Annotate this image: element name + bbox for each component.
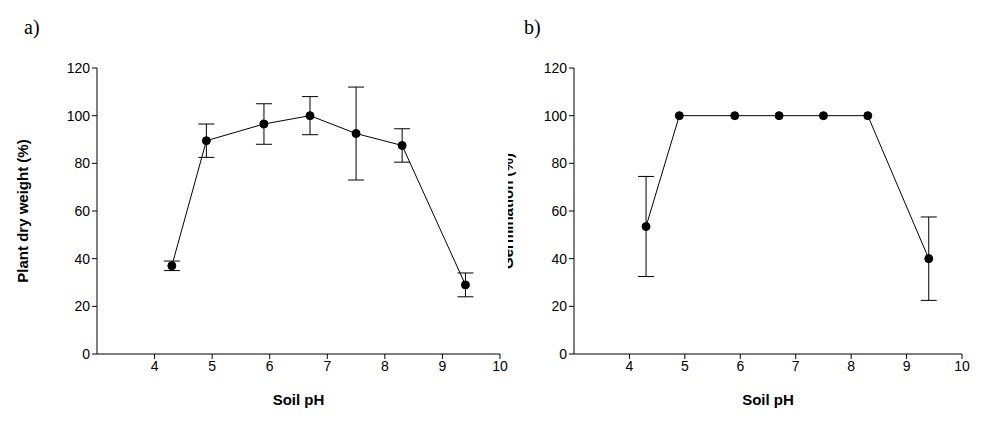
svg-text:100: 100 xyxy=(544,108,568,124)
svg-text:Soil pH: Soil pH xyxy=(742,391,794,408)
html-text:b): b) xyxy=(524,16,541,38)
svg-text:40: 40 xyxy=(74,251,90,267)
svg-text:9: 9 xyxy=(903,358,911,374)
svg-text:80: 80 xyxy=(551,155,567,171)
svg-text:60: 60 xyxy=(551,203,567,219)
svg-text:8: 8 xyxy=(847,358,855,374)
svg-text:4: 4 xyxy=(626,358,634,374)
svg-text:4: 4 xyxy=(151,358,159,374)
svg-text:5: 5 xyxy=(208,358,216,374)
svg-text:120: 120 xyxy=(67,60,91,76)
svg-text:Germination (%): Germination (%) xyxy=(508,153,516,269)
svg-text:10: 10 xyxy=(492,358,508,374)
svg-text:6: 6 xyxy=(266,358,274,374)
svg-text:10: 10 xyxy=(954,358,970,374)
svg-text:0: 0 xyxy=(82,346,90,362)
svg-text:6: 6 xyxy=(736,358,744,374)
svg-text:0: 0 xyxy=(559,346,567,362)
svg-text:60: 60 xyxy=(74,203,90,219)
svg-text:7: 7 xyxy=(323,358,331,374)
svg-text:20: 20 xyxy=(74,298,90,314)
svg-text:9: 9 xyxy=(439,358,447,374)
svg-text:80: 80 xyxy=(74,155,90,171)
svg-text:100: 100 xyxy=(67,108,91,124)
svg-text:5: 5 xyxy=(681,358,689,374)
svg-text:7: 7 xyxy=(792,358,800,374)
svg-text:8: 8 xyxy=(381,358,389,374)
svg-text:40: 40 xyxy=(551,251,567,267)
svg-text:Plant dry weight (%): Plant dry weight (%) xyxy=(14,139,31,282)
svg-text:120: 120 xyxy=(544,60,568,76)
svg-text:Soil pH: Soil pH xyxy=(273,391,325,408)
svg-text:20: 20 xyxy=(551,298,567,314)
html-text:a): a) xyxy=(24,16,40,38)
